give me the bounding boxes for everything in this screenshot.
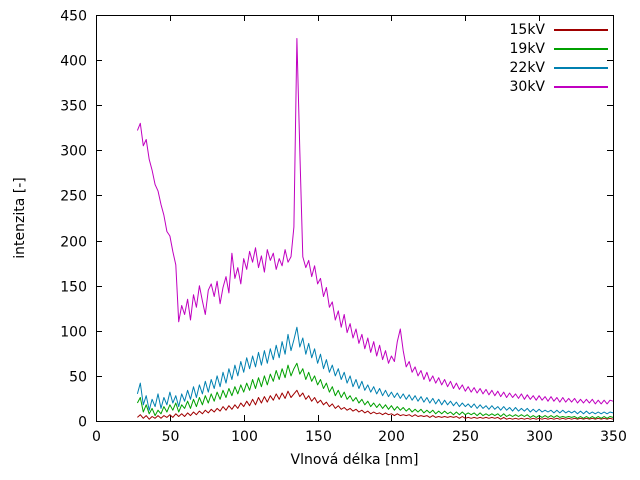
y-tick-label: 250 [60,189,87,205]
y-tick-label: 450 [60,9,87,25]
x-tick-label: 100 [231,429,258,445]
x-tick-label: 200 [378,429,405,445]
x-tick-label: 250 [452,429,479,445]
legend-item: 15kV [509,20,608,39]
series-line-15kV [137,389,614,420]
y-tick-label: 100 [60,325,87,341]
legend-line-sample [554,85,608,88]
legend: 15kV 19kV 22kV 30kV [509,20,608,96]
legend-label: 19kV [509,40,546,57]
legend-label: 15kV [509,21,546,38]
y-tick-label: 350 [60,99,87,115]
legend-line-sample [554,28,608,31]
x-tick-label: 150 [305,429,332,445]
y-tick-label: 0 [78,415,87,431]
legend-label: 22kV [509,59,546,76]
legend-item: 22kV [509,58,608,77]
x-axis-title: Vlnová délka [nm] [290,452,419,468]
y-tick-label: 200 [60,235,87,251]
series-line-19kV [136,362,614,419]
legend-line-sample [554,47,608,50]
y-tick-label: 50 [69,370,87,386]
x-tick-label: 350 [600,429,627,445]
legend-label: 30kV [509,78,546,95]
series-line-30kV [136,38,614,405]
y-tick-label: 300 [60,144,87,160]
legend-item: 30kV [509,77,608,96]
x-tick-label: 50 [162,429,180,445]
plot-border [96,15,614,422]
y-tick-label: 150 [60,280,87,296]
y-tick-label: 400 [60,54,87,70]
legend-item: 19kV [509,39,608,58]
series-line-22kV [136,326,614,415]
x-tick-label: 0 [92,429,101,445]
x-tick-label: 300 [526,429,553,445]
legend-line-sample [554,66,608,69]
